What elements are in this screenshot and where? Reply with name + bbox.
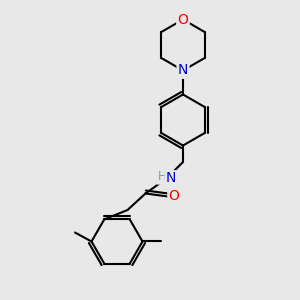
Text: N: N: [166, 172, 176, 185]
Text: N: N: [178, 64, 188, 77]
Text: O: O: [169, 190, 179, 203]
Text: O: O: [178, 13, 188, 26]
Text: H: H: [158, 170, 166, 184]
